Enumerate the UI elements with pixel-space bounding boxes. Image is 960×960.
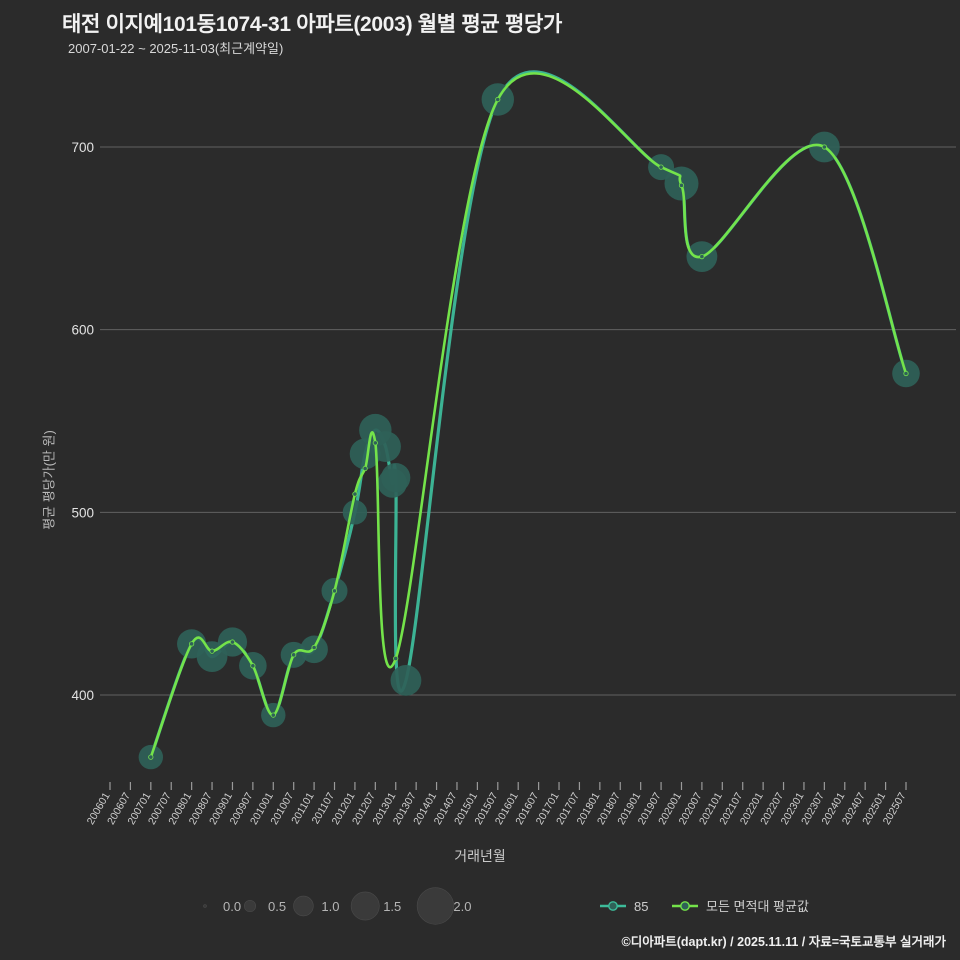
legend-size-label: 0.0 bbox=[223, 899, 241, 914]
data-bubble[interactable] bbox=[381, 463, 411, 493]
legend-series-label[interactable]: 모든 면적대 평균값 bbox=[706, 899, 809, 914]
data-bubble[interactable] bbox=[390, 664, 422, 696]
legend-size-bubble bbox=[244, 899, 257, 912]
average-marker[interactable] bbox=[821, 144, 827, 150]
y-axis-tick-label: 500 bbox=[71, 505, 94, 520]
average-marker[interactable] bbox=[311, 644, 317, 651]
average-marker[interactable] bbox=[352, 491, 358, 497]
legend-size-label: 1.0 bbox=[321, 899, 339, 914]
average-marker[interactable] bbox=[331, 588, 338, 594]
chart-footer: ©디아파트(dapt.kr) / 2025.11.11 / 자료=국토교통부 실… bbox=[621, 935, 946, 949]
average-marker[interactable] bbox=[362, 465, 368, 472]
legend-size-label: 1.5 bbox=[383, 899, 401, 914]
average-marker[interactable] bbox=[148, 754, 154, 760]
y-axis-tick-label: 400 bbox=[71, 688, 94, 703]
legend-size-bubble bbox=[293, 895, 314, 917]
average-marker[interactable] bbox=[393, 655, 399, 662]
average-marker[interactable] bbox=[658, 164, 664, 170]
data-bubble[interactable] bbox=[342, 500, 368, 525]
legend-series-marker[interactable] bbox=[680, 901, 690, 911]
series-line-average bbox=[149, 72, 908, 759]
data-bubble[interactable] bbox=[370, 431, 401, 462]
chart-subtitle: 2007-01-22 ~ 2025-11-03(최근계약일) bbox=[68, 41, 284, 56]
average-marker[interactable] bbox=[189, 641, 195, 647]
average-marker[interactable] bbox=[495, 96, 501, 103]
average-marker[interactable] bbox=[372, 440, 378, 446]
legend-size-bubble bbox=[350, 891, 380, 921]
average-marker[interactable] bbox=[903, 370, 909, 377]
legend-series-label[interactable]: 85 bbox=[634, 899, 648, 914]
y-axis-tick-label: 600 bbox=[71, 323, 94, 338]
series-line-85 bbox=[149, 70, 908, 759]
legend-series-marker[interactable] bbox=[608, 901, 618, 911]
average-marker[interactable] bbox=[699, 254, 705, 260]
average-marker[interactable] bbox=[270, 712, 276, 718]
page-title: 태전 이지예101동1074-31 아파트(2003) 월별 평균 평당가 bbox=[62, 13, 563, 36]
average-marker[interactable] bbox=[678, 182, 685, 188]
average-marker[interactable] bbox=[229, 639, 236, 645]
legend-size-label: 2.0 bbox=[453, 899, 471, 914]
legend-size-label: 0.5 bbox=[268, 899, 286, 914]
x-axis-title: 거래년월 bbox=[454, 848, 506, 864]
average-marker[interactable] bbox=[291, 652, 297, 658]
y-axis-tick-label: 700 bbox=[71, 140, 94, 155]
legend-size-bubble bbox=[203, 904, 207, 908]
average-marker[interactable] bbox=[250, 663, 256, 669]
legend-size-bubble bbox=[416, 887, 455, 925]
average-marker[interactable] bbox=[209, 648, 215, 654]
